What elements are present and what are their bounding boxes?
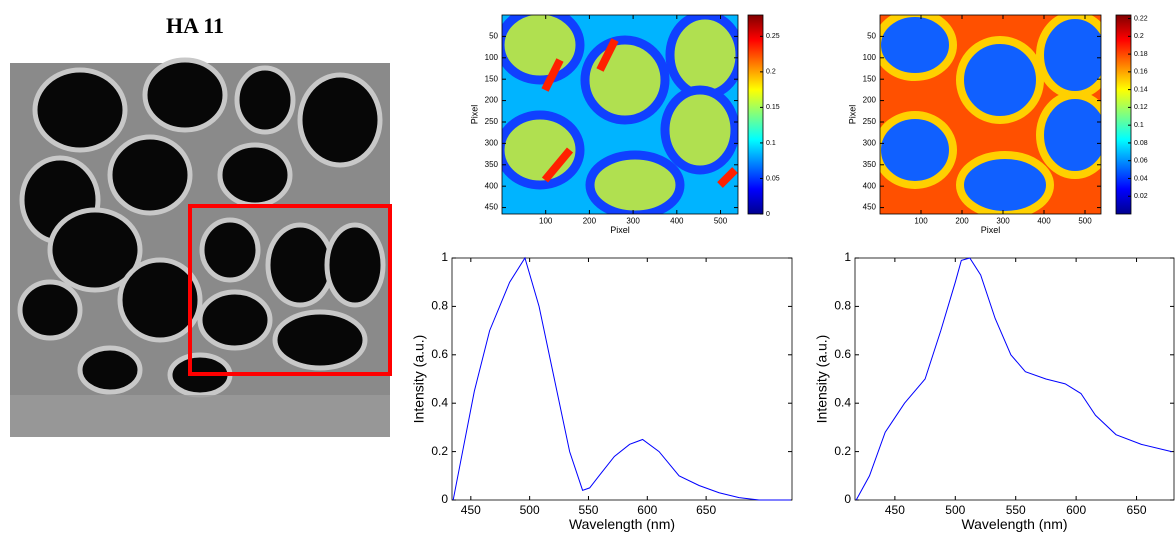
colorbar-tick-label: 0.2 — [1134, 33, 1144, 40]
colorbar-tick-label: 0.18 — [1134, 51, 1148, 58]
y-tick-label: 0.2 — [834, 444, 851, 458]
y-tick-label: 0.8 — [834, 299, 851, 313]
colorbar-tick-label: 0.16 — [1134, 69, 1148, 76]
y-tick-label: 200 — [485, 96, 499, 105]
y-tick-label: 50 — [867, 32, 876, 41]
colorbar-tick-label: 0.2 — [766, 69, 776, 76]
heatmap-image — [500, 10, 740, 215]
x-axis-label: Pixel — [610, 225, 630, 235]
y-axis-label: Intensity (a.u.) — [814, 335, 830, 424]
x-tick-label: 650 — [696, 503, 716, 517]
colorbar-tick-label: 0.12 — [1134, 104, 1148, 111]
y-tick-label: 200 — [863, 96, 877, 105]
x-tick-label: 500 — [714, 216, 728, 225]
y-axis-label: Pixel — [847, 105, 857, 125]
colorbar-tick-label: 0.05 — [766, 175, 780, 182]
plot-frame — [855, 258, 1174, 500]
colorbar-tick-label: 0.25 — [766, 33, 780, 40]
x-tick-label: 650 — [1127, 503, 1147, 517]
y-tick-label: 0.8 — [431, 299, 448, 313]
y-tick-label: 0.4 — [834, 395, 851, 409]
y-tick-label: 100 — [485, 53, 499, 62]
x-tick-label: 100 — [914, 216, 928, 225]
y-tick-label: 350 — [863, 160, 877, 169]
y-tick-label: 300 — [863, 138, 877, 147]
colorbar — [1116, 15, 1131, 214]
micrograph — [10, 60, 390, 437]
colorbar-tick-label: 0.22 — [1134, 15, 1148, 22]
x-tick-label: 500 — [1078, 216, 1092, 225]
x-tick-label: 550 — [1006, 503, 1026, 517]
colorbar-tick-label: 0 — [766, 211, 770, 218]
heatmap-image — [877, 13, 1110, 215]
figure-title: HA 11 — [166, 13, 224, 38]
x-tick-label: 600 — [1066, 503, 1086, 517]
y-tick-label: 1 — [441, 250, 448, 264]
y-axis-label: Intensity (a.u.) — [411, 335, 427, 424]
y-tick-label: 100 — [863, 53, 877, 62]
y-tick-label: 250 — [863, 117, 877, 126]
x-axis-label: Wavelength (nm) — [569, 516, 675, 532]
plot-frame — [452, 258, 792, 500]
x-tick-label: 450 — [885, 503, 905, 517]
x-tick-label: 100 — [539, 216, 553, 225]
y-tick-label: 50 — [489, 32, 498, 41]
colorbar-tick-label: 0.08 — [1134, 140, 1148, 147]
y-tick-label: 450 — [863, 203, 877, 212]
x-tick-label: 200 — [955, 216, 969, 225]
x-tick-label: 550 — [578, 503, 598, 517]
colorbar-tick-label: 0.15 — [766, 104, 780, 111]
y-tick-label: 0.6 — [834, 347, 851, 361]
x-axis-label: Wavelength (nm) — [961, 516, 1067, 532]
x-tick-label: 300 — [626, 216, 640, 225]
y-tick-label: 0.4 — [431, 395, 448, 409]
y-tick-label: 150 — [485, 74, 499, 83]
x-tick-label: 500 — [945, 503, 965, 517]
colorbar-tick-label: 0.04 — [1134, 175, 1148, 182]
y-tick-label: 0 — [441, 492, 448, 506]
colorbar — [748, 15, 763, 214]
x-tick-label: 500 — [520, 503, 540, 517]
y-tick-label: 400 — [485, 181, 499, 190]
y-tick-label: 150 — [863, 74, 877, 83]
y-tick-label: 300 — [485, 138, 499, 147]
y-tick-label: 0.2 — [431, 444, 448, 458]
spectrum-line — [856, 258, 1171, 500]
colorbar-tick-label: 0.1 — [766, 140, 776, 147]
x-axis-label: Pixel — [981, 225, 1001, 235]
colorbar-tick-label: 0.1 — [1134, 122, 1144, 129]
y-tick-label: 0.6 — [431, 347, 448, 361]
y-tick-label: 400 — [863, 181, 877, 190]
x-tick-label: 400 — [670, 216, 684, 225]
colorbar-tick-label: 0.02 — [1134, 193, 1148, 200]
y-tick-label: 350 — [485, 160, 499, 169]
x-tick-label: 600 — [637, 503, 657, 517]
colorbar-tick-label: 0.06 — [1134, 158, 1148, 165]
spectrum-line — [453, 258, 791, 500]
y-tick-label: 0 — [844, 492, 851, 506]
x-tick-label: 200 — [583, 216, 597, 225]
y-tick-label: 450 — [485, 203, 499, 212]
y-tick-label: 1 — [844, 250, 851, 264]
y-tick-label: 250 — [485, 117, 499, 126]
x-tick-label: 300 — [996, 216, 1010, 225]
figure: HA 11 1002003004005005010015020025030035… — [0, 0, 1176, 540]
x-tick-label: 400 — [1037, 216, 1051, 225]
y-axis-label: Pixel — [469, 105, 479, 125]
colorbar-tick-label: 0.14 — [1134, 86, 1148, 93]
x-tick-label: 450 — [461, 503, 481, 517]
